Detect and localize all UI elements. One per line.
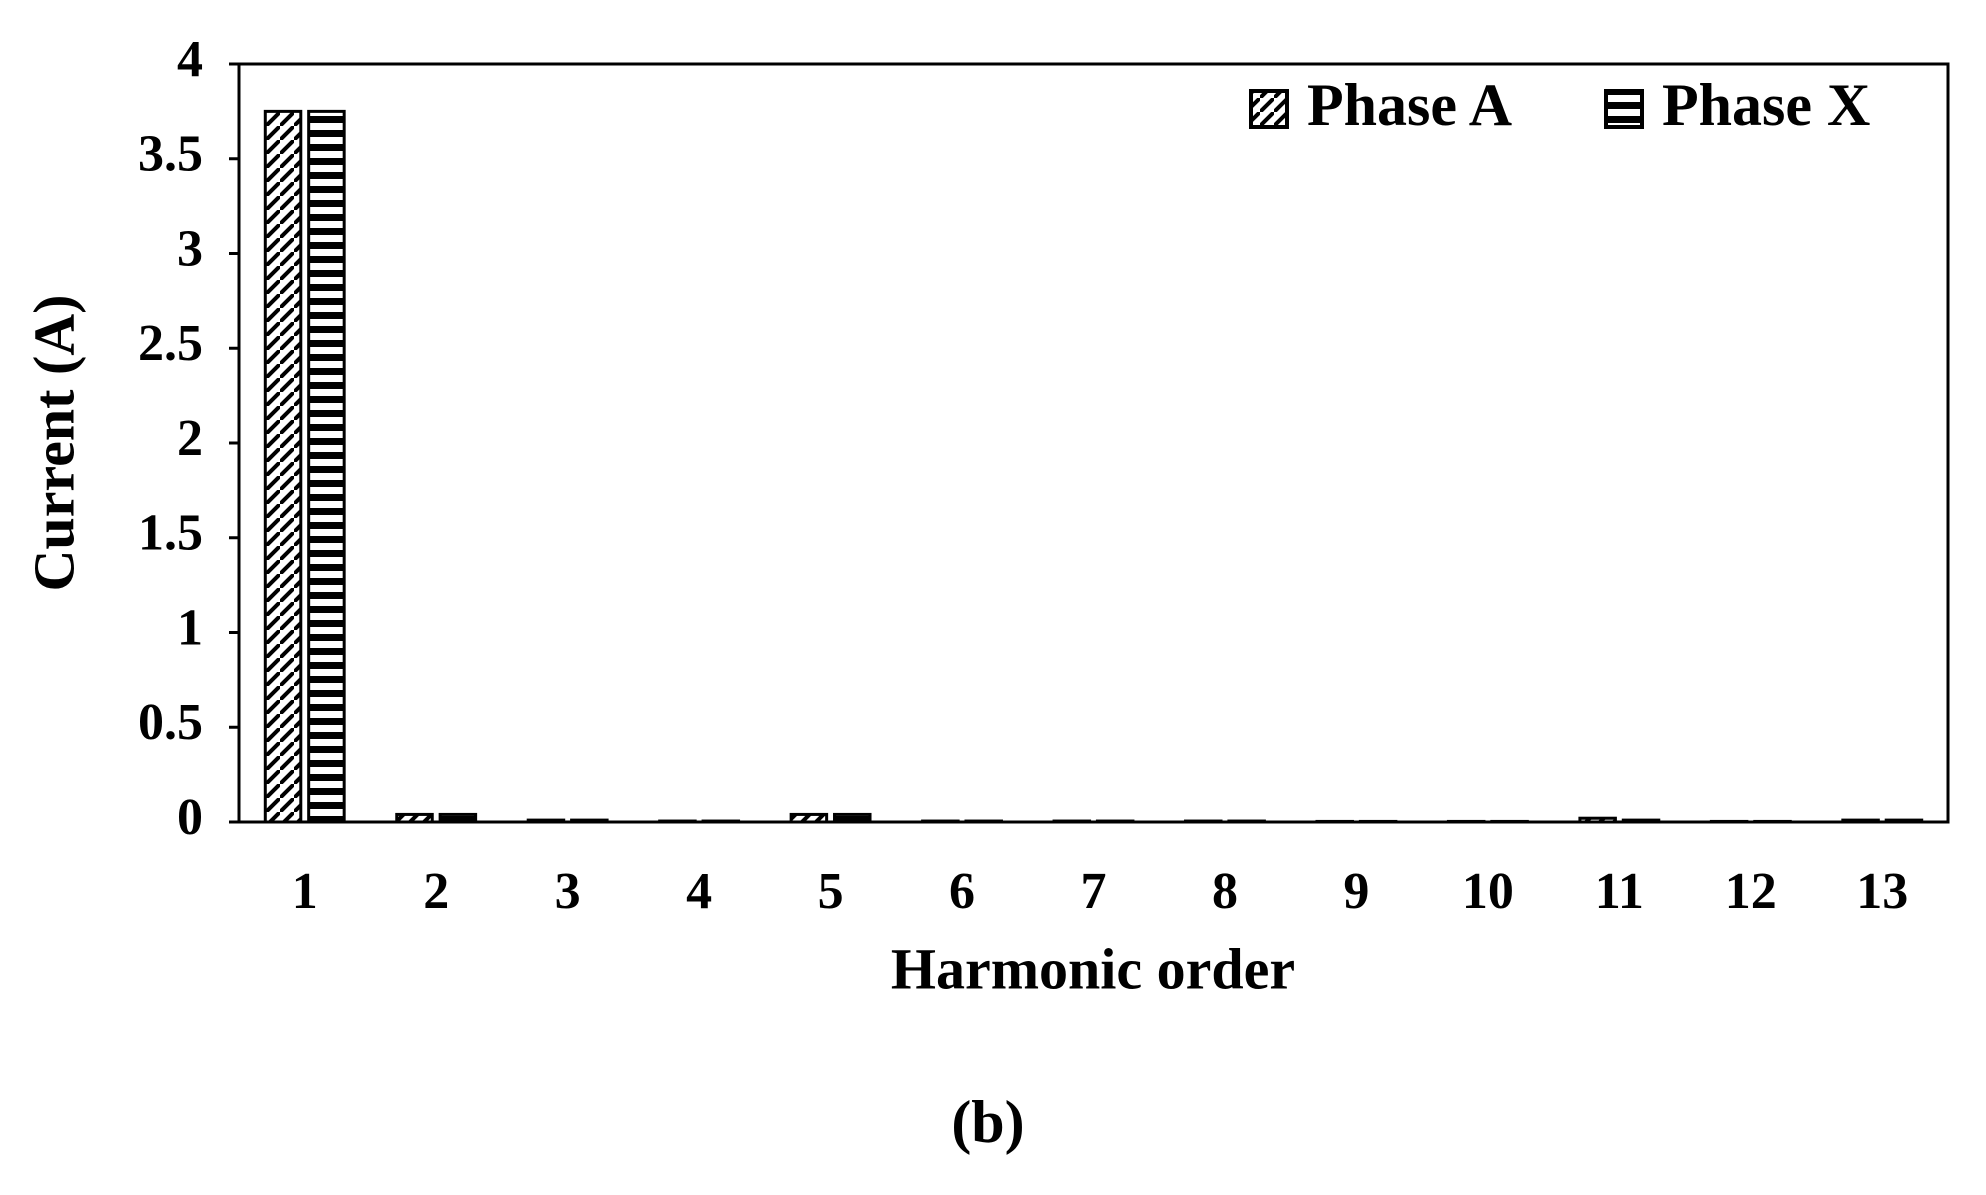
bar — [1315, 819, 1354, 824]
x-tick-label: 5 — [818, 863, 844, 920]
x-axis-title: Harmonic order — [891, 936, 1295, 1001]
bar — [1884, 818, 1924, 824]
y-tick-label: 1 — [177, 599, 203, 656]
caption: (b) — [951, 1089, 1024, 1155]
bar — [833, 812, 872, 824]
x-tick-label: 13 — [1856, 863, 1908, 920]
y-tick-label: 3.5 — [138, 126, 203, 183]
bar — [1358, 819, 1398, 824]
bar — [570, 818, 609, 824]
x-tick-label: 1 — [292, 863, 318, 920]
legend-label: Phase X — [1662, 72, 1870, 138]
y-axis-title: Current (A) — [21, 295, 86, 592]
bar — [438, 812, 478, 824]
bar — [1446, 819, 1486, 824]
x-tick-label: 12 — [1725, 863, 1777, 920]
y-tick-label: 4 — [177, 31, 203, 88]
bar — [701, 819, 741, 824]
bar — [964, 819, 1003, 824]
bar — [1184, 819, 1223, 824]
legend-swatch — [1249, 89, 1289, 129]
x-tick-label: 3 — [555, 863, 581, 920]
x-tick-label: 8 — [1212, 863, 1238, 920]
bar — [1578, 816, 1617, 824]
bar — [307, 109, 346, 824]
y-tick-label: 0.5 — [138, 694, 203, 751]
bar — [263, 109, 303, 824]
bar — [658, 819, 697, 824]
bar — [1490, 819, 1529, 824]
bar — [789, 812, 829, 824]
y-tick-label: 3 — [177, 220, 203, 277]
bar — [395, 812, 434, 824]
x-tick-label: 10 — [1462, 863, 1514, 920]
bar — [1052, 819, 1092, 824]
y-tick-label: 1.5 — [138, 505, 203, 562]
x-tick-label: 6 — [949, 863, 975, 920]
bar — [921, 819, 960, 824]
x-tick-label: 7 — [1081, 863, 1107, 920]
x-tick-label: 2 — [423, 863, 449, 920]
legend-label: Phase A — [1307, 72, 1512, 138]
bar — [1095, 819, 1135, 824]
legend-swatch — [1604, 89, 1644, 129]
bar — [1621, 818, 1661, 824]
bar — [1753, 819, 1792, 824]
x-tick-label: 11 — [1595, 863, 1644, 920]
x-tick-label: 9 — [1343, 863, 1369, 920]
bar — [526, 818, 566, 824]
y-tick-label: 2.5 — [138, 315, 203, 372]
x-tick-label: 4 — [686, 863, 712, 920]
bar — [1227, 819, 1266, 824]
plot-frame — [237, 62, 1950, 824]
y-tick-label: 2 — [177, 410, 203, 467]
bar — [1709, 819, 1749, 824]
y-tick-label: 0 — [177, 789, 203, 846]
bar — [1841, 818, 1880, 824]
